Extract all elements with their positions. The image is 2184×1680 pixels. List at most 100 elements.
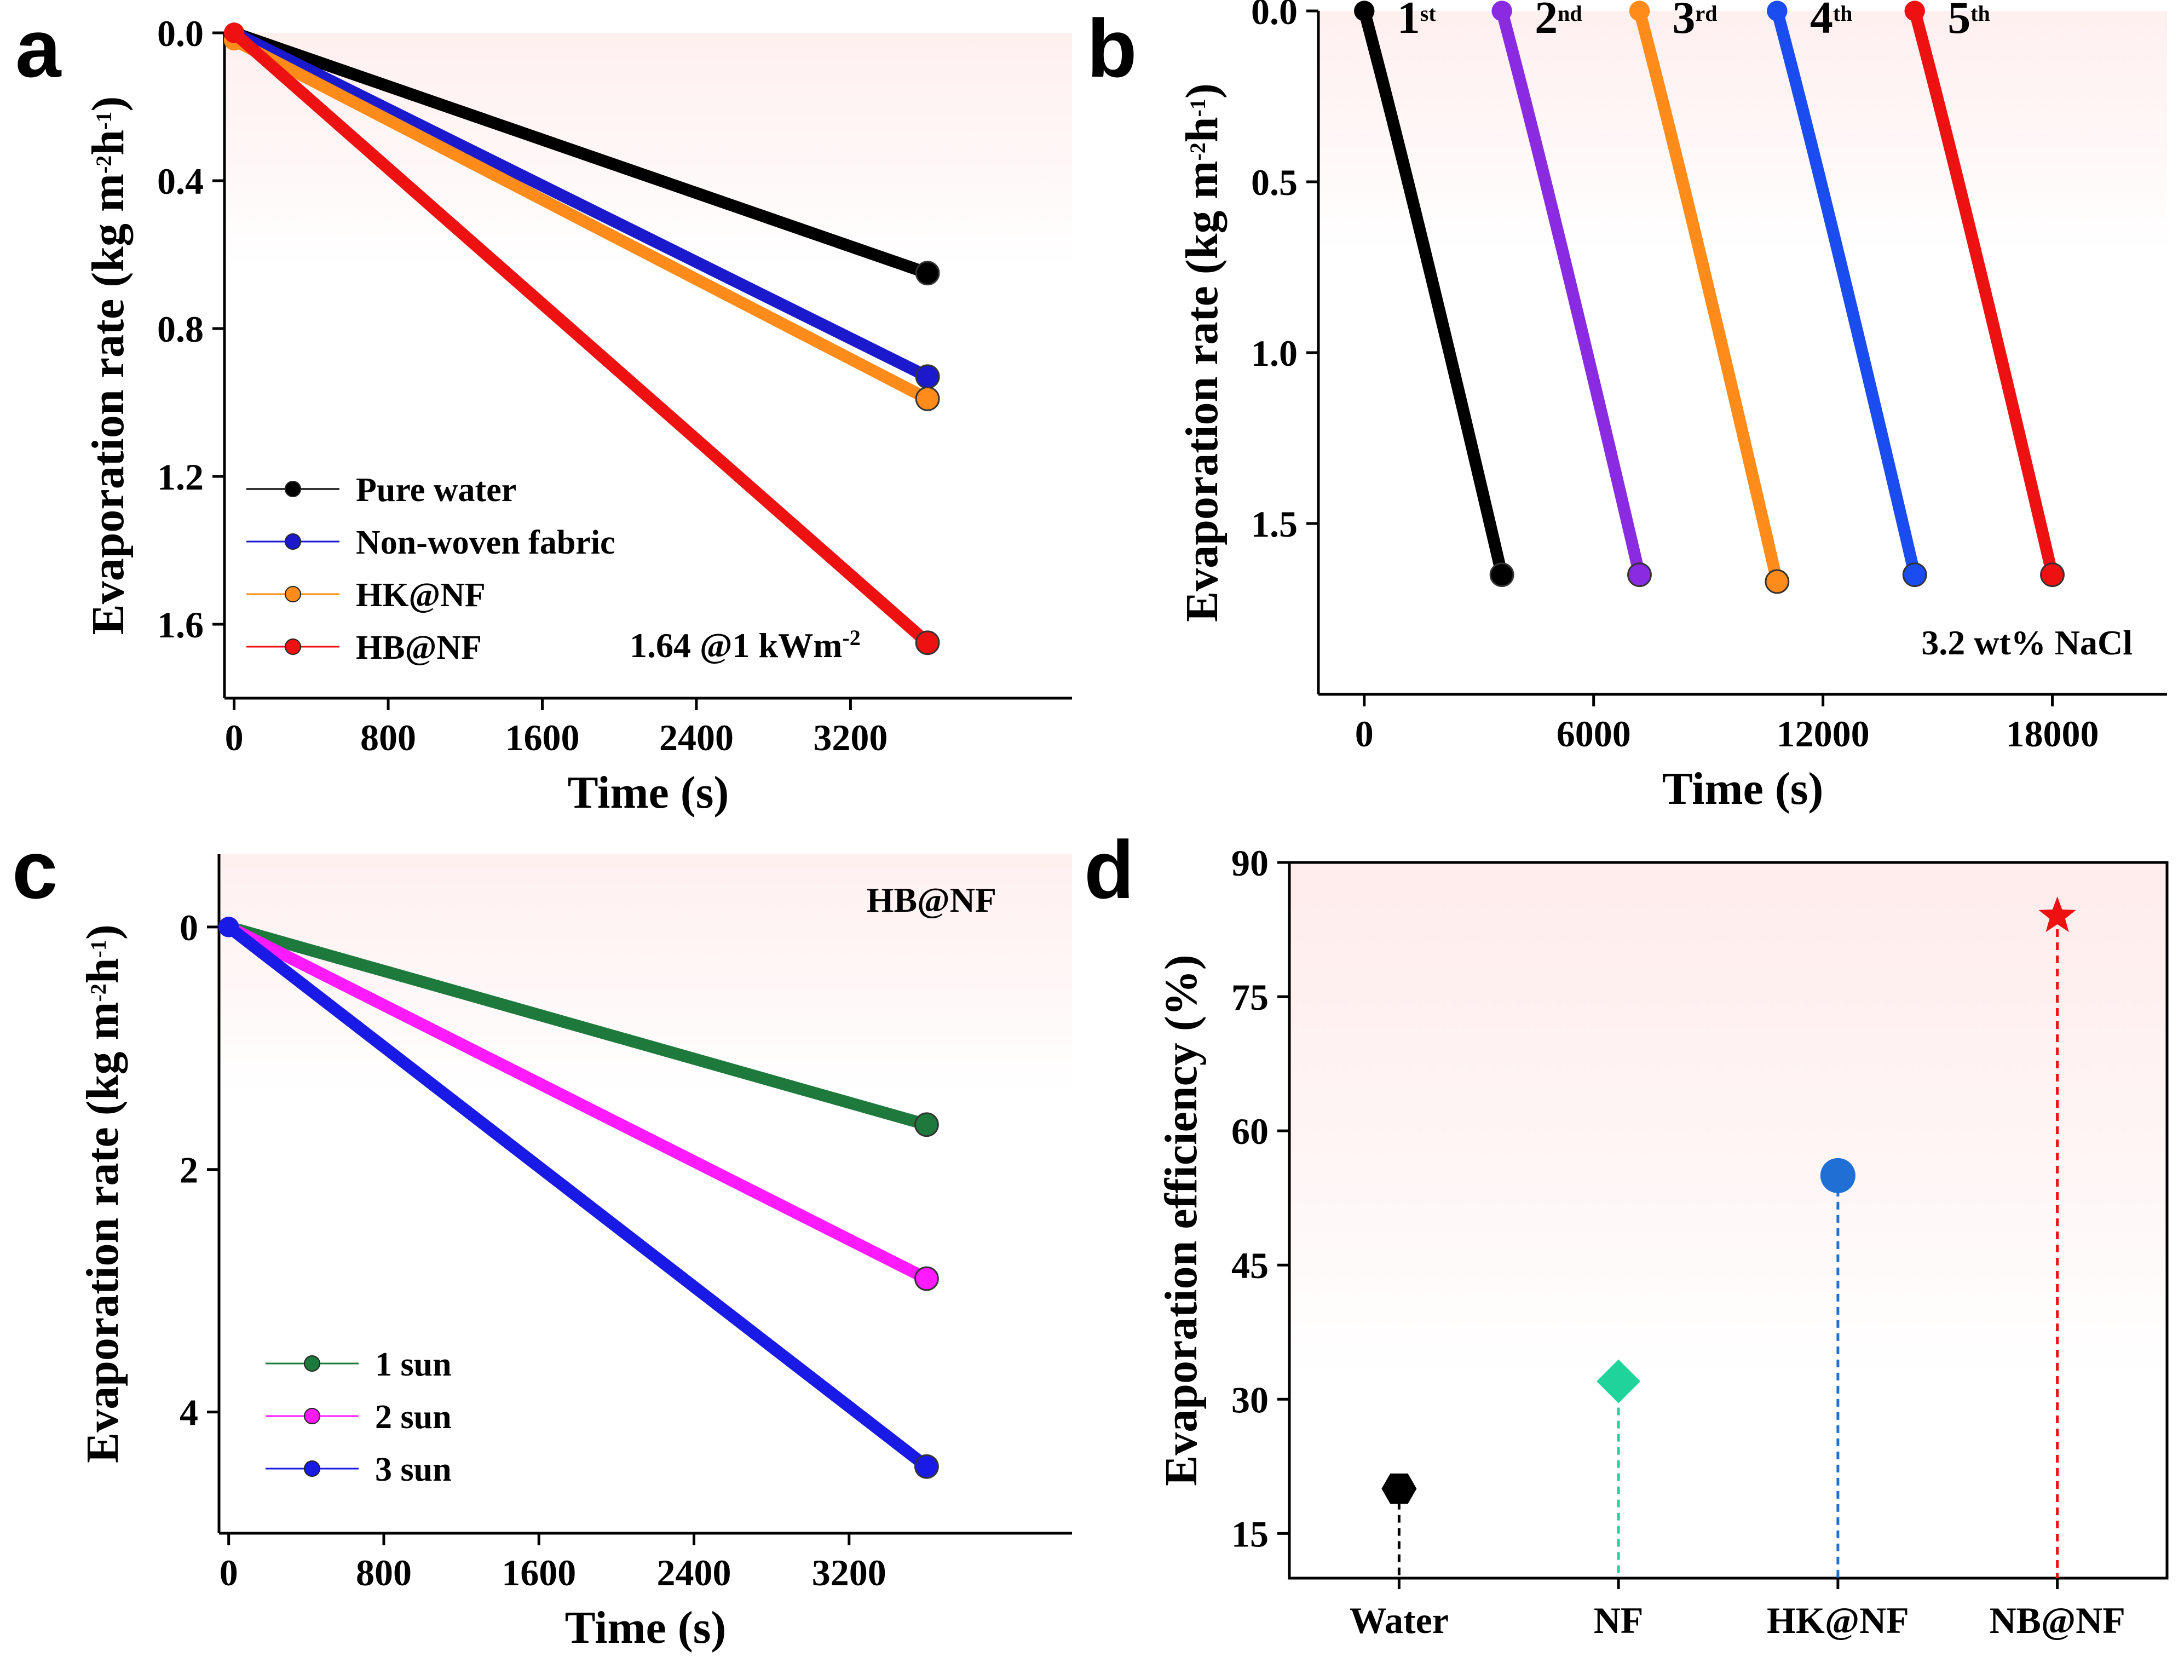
series-line	[1633, 5, 1783, 588]
legend-marker	[304, 1408, 320, 1424]
annotation: 1.64 @1 kWm-2	[630, 625, 861, 665]
series-end-marker	[1489, 562, 1514, 587]
panel-letter: a	[15, 2, 62, 94]
x-tick-label: 800	[356, 1552, 412, 1593]
cycle-label: 3rd	[1672, 0, 1717, 43]
legend-label: Non-woven fabric	[356, 524, 615, 561]
y-tick-label: 0.5	[1251, 162, 1298, 203]
x-tick-label: HK@NF	[1767, 1600, 1909, 1641]
panel-a: 0 800 1600 2400 3200 0.0 0.4 0.8 1.2 1.6 Time (s) E…	[15, 2, 1072, 818]
series-line	[228, 27, 934, 383]
legend-marker	[285, 638, 301, 655]
legend-label: 1 sun	[375, 1346, 452, 1383]
cycle-label-part: th	[1970, 1, 1990, 26]
panel-letter: d	[1084, 824, 1134, 916]
series-end-marker	[1902, 562, 1927, 587]
x-axis-title: Time (s)	[565, 1602, 727, 1653]
series-end-marker	[1627, 562, 1652, 587]
series-end-marker	[915, 386, 940, 411]
y-tick-label: 4	[180, 1392, 198, 1434]
y-tick-label: 90	[1231, 842, 1269, 884]
series-line	[222, 920, 933, 1285]
plot-background	[1289, 862, 2167, 1378]
x-tick-label: Water	[1350, 1600, 1449, 1641]
panel-b: 0 6000 12000 18000 0.0 0.5 1.0 1.5 Time (s) Evapo…	[1087, 0, 2167, 814]
cycle-label-part: th	[1833, 1, 1853, 26]
legend-label: Pure water	[356, 471, 516, 509]
series-end-marker	[2040, 562, 2065, 587]
series-line	[1358, 5, 1508, 581]
y-axis-title: Evaporation efficiency (%)	[1156, 954, 1207, 1486]
y-tick-label: 1.0	[1251, 332, 1298, 374]
panel-letter: c	[12, 824, 57, 916]
x-tick-label: 2400	[657, 1552, 731, 1593]
y-axis-title-part: -1	[91, 112, 116, 130]
series-start-marker	[223, 22, 245, 43]
annotation: 3.2 wt% NaCl	[1921, 623, 2133, 662]
data-point-nb-nf	[2038, 896, 2076, 933]
series-line	[228, 27, 934, 649]
series-start-marker	[1354, 1, 1375, 21]
y-tick-label: 0.0	[1251, 0, 1298, 32]
legend-label: 3 sun	[375, 1451, 452, 1488]
y-axis-title-part: h	[83, 130, 134, 156]
legend-label: 2 sun	[375, 1399, 452, 1436]
series-end-marker	[914, 1266, 939, 1291]
cycle-label: 5th	[1947, 0, 1990, 43]
series-end-marker	[1765, 569, 1790, 594]
series-start-marker	[1491, 1, 1512, 21]
legend-marker	[285, 533, 301, 550]
annotation-part: -2	[842, 625, 860, 650]
panel-letter: b	[1087, 2, 1137, 94]
y-axis-title: Evaporation rate (kg m-2h-1)	[83, 96, 134, 635]
y-tick-label: 15	[1231, 1513, 1269, 1555]
series-end-marker	[915, 630, 940, 655]
y-tick-label: 1.2	[157, 456, 204, 498]
series-start-marker	[1767, 1, 1788, 21]
plot-background	[1318, 11, 2167, 250]
y-tick-label: 1.6	[157, 604, 204, 646]
legend-label: HK@NF	[356, 577, 486, 614]
cycle-label-part: 2	[1535, 0, 1558, 43]
x-tick-label: 0	[1355, 713, 1374, 755]
x-tick-label: 6000	[1557, 713, 1631, 755]
series-line	[1771, 5, 1921, 581]
y-axis-title-part: Evaporation rate (kg m	[83, 174, 134, 635]
series-line	[222, 920, 933, 1131]
cycle-label: 1st	[1397, 0, 1437, 43]
data-point-water	[1381, 1473, 1417, 1504]
plot-background	[219, 854, 1072, 1092]
series-line	[228, 27, 934, 279]
x-tick-label: 2400	[659, 717, 734, 758]
y-axis-title: Evaporation rate (kg m-2h-1)	[77, 924, 128, 1463]
y-axis-title-part: Evaporation rate (kg m	[77, 1002, 128, 1463]
x-tick-label: 800	[360, 717, 416, 758]
y-tick-label: 60	[1231, 1111, 1269, 1152]
series-line	[222, 920, 933, 1473]
y-tick-label: 0.8	[157, 308, 204, 350]
y-tick-label: 0.4	[157, 160, 204, 202]
y-tick-label: 45	[1231, 1245, 1269, 1286]
cycle-label-part: 1	[1397, 0, 1420, 43]
x-tick-label: 1600	[505, 717, 580, 758]
cycle-label-part: rd	[1695, 1, 1717, 26]
panel-c: 0 800 1600 2400 3200 0 2 4 Time (s) Evaporation r…	[12, 824, 1072, 1653]
annotation: HB@NF	[867, 881, 996, 919]
y-axis-title-part: )	[77, 924, 128, 940]
series-end-marker	[914, 1112, 939, 1137]
cycle-label-part: nd	[1558, 1, 1582, 26]
legend-marker	[304, 1355, 320, 1372]
series-end-marker	[915, 261, 940, 286]
y-axis-title-part: Evaporation rate (kg m	[1177, 161, 1228, 622]
y-tick-label: 0	[180, 907, 198, 948]
y-axis-title: Evaporation rate (kg m-2h-1)	[1177, 83, 1228, 622]
series-line	[1909, 5, 2059, 581]
legend-marker	[304, 1460, 320, 1477]
y-axis-title-part: -2	[1185, 142, 1210, 160]
series-start-marker	[1629, 1, 1650, 21]
legend-marker	[285, 481, 301, 497]
legend-label: HB@NF	[356, 629, 482, 666]
y-tick-label: 0.0	[157, 13, 204, 54]
y-axis-title-part: -2	[86, 983, 111, 1002]
cycle-label-part: 5	[1947, 0, 1970, 43]
